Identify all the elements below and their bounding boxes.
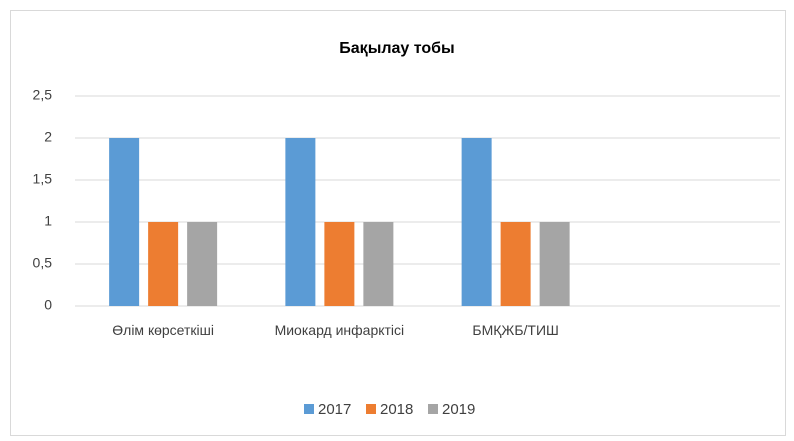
x-tick-label: БМҚЖБ/ТИШ xyxy=(472,322,559,338)
x-tick-label: Өлім көрсеткіші xyxy=(112,322,214,338)
bar xyxy=(148,222,179,306)
bar xyxy=(285,138,316,306)
legend-label: 2019 xyxy=(442,401,475,418)
legend-swatch xyxy=(366,404,376,414)
y-tick-label: 0,5 xyxy=(33,255,53,271)
y-tick-label: 1,5 xyxy=(33,171,53,187)
bar xyxy=(461,138,492,306)
bar xyxy=(109,138,140,306)
legend-label: 2017 xyxy=(318,401,351,418)
chart-frame xyxy=(10,10,786,436)
legend-swatch xyxy=(428,404,438,414)
chart-title: Бақылау тобы xyxy=(339,40,454,57)
y-tick-label: 2 xyxy=(44,129,52,145)
x-tick-label: Миокард инфарктісі xyxy=(274,322,405,338)
bar xyxy=(324,222,355,306)
y-tick-label: 0 xyxy=(44,297,52,313)
bar xyxy=(500,222,531,306)
y-tick-label: 1 xyxy=(44,213,52,229)
y-tick-label: 2,5 xyxy=(33,87,53,103)
bar xyxy=(363,222,394,306)
bar xyxy=(187,222,218,306)
bar xyxy=(539,222,570,306)
legend-label: 2018 xyxy=(380,401,413,418)
legend-swatch xyxy=(304,404,314,414)
